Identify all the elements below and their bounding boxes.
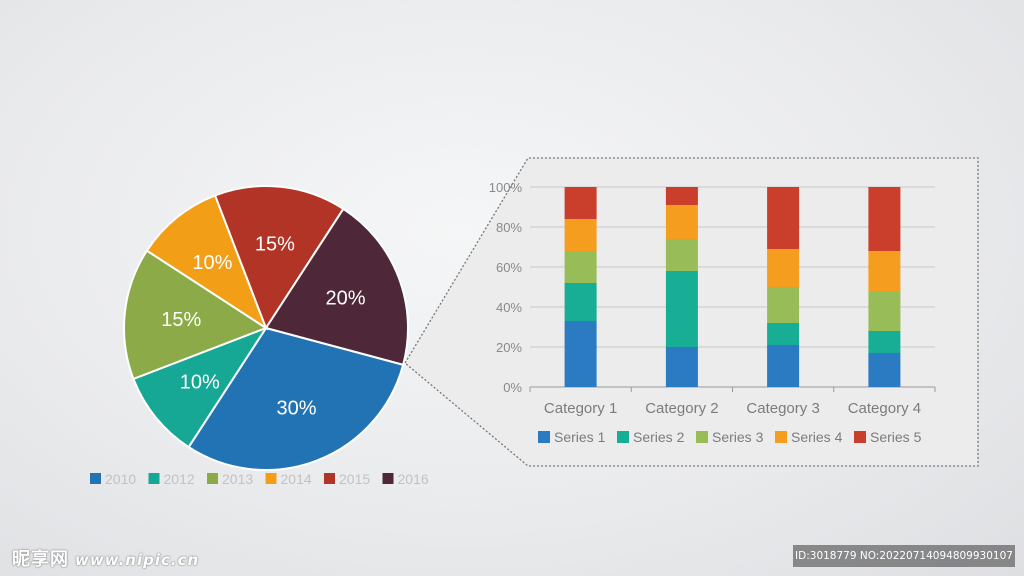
bar-segment-3-1: [767, 345, 800, 387]
y-tick-label: 80%: [496, 220, 522, 235]
pie-legend-swatch-2010: [90, 473, 101, 484]
x-category-label: Category 2: [645, 400, 718, 417]
bar-segment-2-5: [665, 187, 698, 205]
pie-slice-2015: [213, 185, 345, 331]
bar-legend: Series 1 Series 2 Series 3 Series 4 Series 5: [538, 429, 922, 445]
pie-slice-2012: [132, 325, 269, 449]
watermark-id: ID:3018779 NO:20220714094809930107: [793, 545, 1015, 567]
bar-legend-swatch-5: [854, 431, 866, 443]
x-category-label: Category 4: [848, 400, 921, 417]
pie-legend-swatch-2015: [324, 473, 335, 484]
watermark-logo: 昵享网 www.nipic.cn: [12, 545, 199, 571]
bar-legend-label-2: Series 2: [633, 429, 685, 445]
y-tick-label: 0%: [503, 380, 522, 395]
pie-legend-swatch-2014: [265, 473, 277, 484]
pie-legend: 2010 2012 2013 2014 2015 2016: [90, 471, 429, 487]
bar-segment-4-4: [868, 251, 901, 291]
bar-segment-1-5: [564, 187, 597, 219]
pie-legend-label-2013: 2013: [222, 471, 253, 487]
bar-legend-label-5: Series 5: [870, 429, 922, 445]
pie-label-2015: 15%: [255, 233, 295, 255]
pie-legend-swatch-2012: [148, 473, 160, 484]
pie-slice-2016: [264, 207, 409, 366]
y-tick-label: 40%: [496, 300, 522, 315]
pie-legend-label-2015: 2015: [339, 471, 370, 487]
pie-label-2014: 10%: [192, 252, 232, 274]
watermark-url: www.nipic.cn: [75, 551, 200, 569]
bar-segment-2-2: [665, 271, 698, 347]
bar-segment-3-2: [767, 323, 800, 345]
bar-segment-4-5: [868, 187, 901, 251]
stacked-bar-chart: 0% 20% 40% 60% 80% 100% Category 1 Category 2 Ca…: [489, 180, 936, 417]
y-tick-label: 100%: [489, 180, 523, 195]
pie-legend-label-2012: 2012: [164, 471, 195, 487]
bar-segment-1-4: [564, 219, 597, 251]
watermark-logo-text: 昵享网: [12, 549, 69, 570]
bar-segment-3-4: [767, 249, 800, 287]
pie-label-2012: 10%: [180, 372, 220, 394]
bar-legend-label-3: Series 3: [712, 429, 764, 445]
pie-slice-2014: [145, 194, 269, 331]
bar-segment-2-1: [665, 347, 698, 387]
bar-segment-2-3: [665, 239, 698, 271]
bar-segment-2-4: [665, 205, 698, 239]
bar-legend-swatch-2: [617, 431, 629, 443]
bar-legend-swatch-1: [538, 431, 550, 443]
pie-slice-2013: [123, 249, 269, 381]
pie-legend-label-2010: 2010: [105, 471, 136, 487]
bar-segment-1-2: [564, 283, 597, 321]
pie-legend-swatch-2016: [382, 473, 394, 484]
bar-segment-4-1: [868, 353, 901, 387]
pie-legend-label-2014: 2014: [281, 471, 312, 487]
bar-legend-label-1: Series 1: [554, 429, 606, 445]
pie-label-2013: 15%: [161, 309, 201, 331]
bar-legend-swatch-4: [775, 431, 787, 443]
pie-chart: 30% 10% 15% 10% 15% 20%: [123, 185, 409, 471]
bar-segment-1-1: [564, 321, 597, 387]
bar-segment-1-3: [564, 251, 597, 283]
pie-slice-2010: [187, 326, 405, 471]
x-category-label: Category 3: [746, 400, 819, 417]
pie-label-2010: 30%: [276, 398, 316, 420]
pie-legend-label-2016: 2016: [398, 471, 429, 487]
bar-legend-swatch-3: [696, 431, 708, 443]
y-tick-label: 20%: [496, 340, 522, 355]
bar-segment-4-3: [868, 291, 901, 331]
bar-legend-label-4: Series 4: [791, 429, 843, 445]
bar-segment-3-3: [767, 287, 800, 323]
pie-label-2016: 20%: [325, 288, 365, 310]
bar-segment-4-2: [868, 331, 901, 353]
y-tick-label: 60%: [496, 260, 522, 275]
bar-segment-3-5: [767, 187, 800, 249]
pie-legend-swatch-2013: [207, 473, 218, 484]
x-category-label: Category 1: [544, 400, 617, 417]
